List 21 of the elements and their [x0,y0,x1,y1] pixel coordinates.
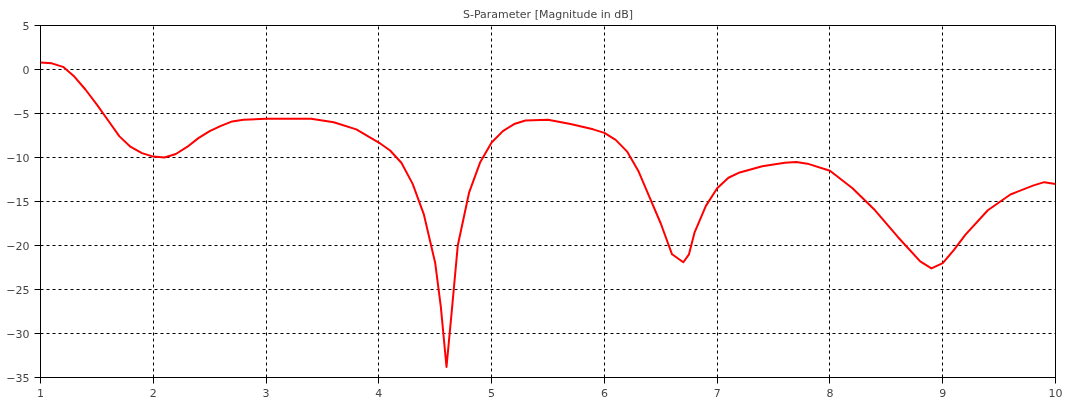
x-tick-label: 3 [262,386,270,400]
x-tick-label: 10 [1048,386,1063,400]
x-tick-label: 2 [149,386,157,400]
x-tick-label: 1 [37,386,44,400]
y-tick-label: −20 [6,239,30,253]
x-tick-label: 5 [488,386,496,400]
line-series [40,61,1056,368]
chart-title: S-Parameter [Magnitude in dB] [462,7,634,21]
x-tick-label: 6 [600,386,608,400]
x-tick-label: 8 [826,386,834,400]
x-tick-label: 7 [713,386,721,400]
y-tick-label: −10 [6,151,30,165]
y-tick-label: 5 [22,19,30,33]
x-tick-label: 4 [375,386,383,400]
y-tick-label: −25 [6,283,30,297]
y-tick-label: −15 [6,195,30,209]
y-tick-label: −35 [6,371,30,385]
y-tick-label: −5 [13,107,30,121]
y-tick-label: 0 [22,63,30,77]
x-tick-label: 9 [939,386,947,400]
y-tick-label: −30 [6,327,30,341]
